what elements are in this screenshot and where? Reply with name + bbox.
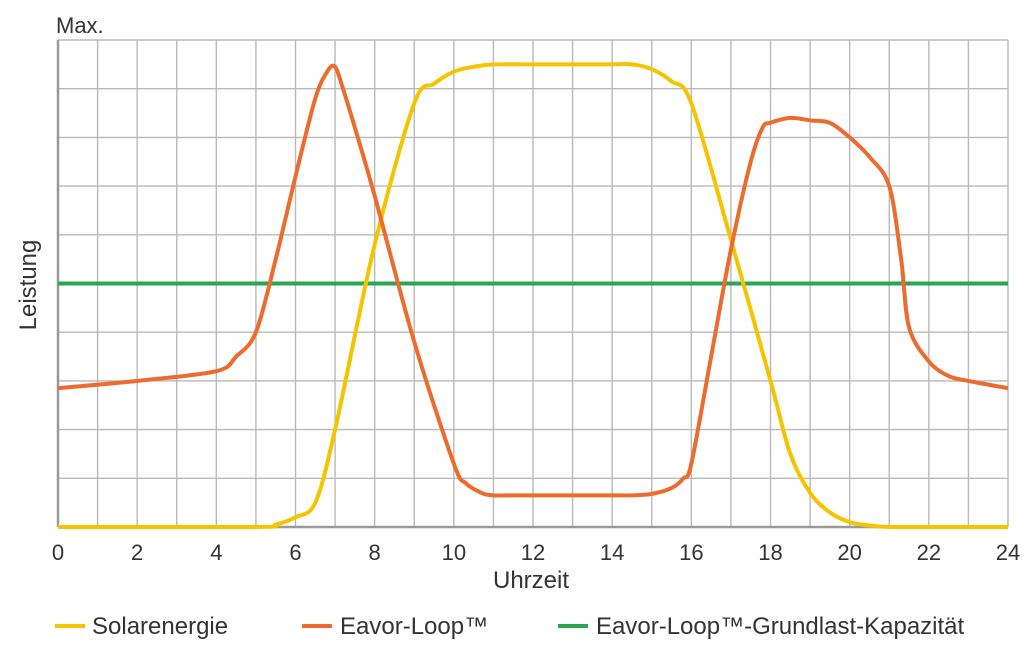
x-axis-title: Uhrzeit xyxy=(493,567,569,594)
x-tick-label: 10 xyxy=(442,540,466,565)
x-tick-labels: 0 2 4 6 8 10 12 14 16 18 20 22 24 xyxy=(52,540,1020,565)
x-tick-label: 12 xyxy=(521,540,545,565)
legend-item-eavor-loop: Eavor-Loop™ xyxy=(302,613,488,640)
x-tick-label: 24 xyxy=(996,540,1020,565)
x-tick-label: 22 xyxy=(917,540,941,565)
y-max-label: Max. xyxy=(56,13,104,38)
legend: Solarenergie Eavor-Loop™ Eavor-Loop™-Gru… xyxy=(55,613,965,640)
series-line-solarenergie xyxy=(58,62,1008,530)
x-tick-label: 8 xyxy=(369,540,381,565)
legend-item-solarenergie: Solarenergie xyxy=(55,613,228,640)
x-tick-label: 20 xyxy=(837,540,861,565)
x-tick-label: 2 xyxy=(131,540,143,565)
y-axis-title: Leistung xyxy=(15,240,42,331)
legend-item-grundlast: Eavor-Loop™-Grundlast-Kapazität xyxy=(558,613,965,640)
x-tick-label: 18 xyxy=(758,540,782,565)
x-tick-label: 4 xyxy=(210,540,222,565)
x-tick-label: 14 xyxy=(600,540,624,565)
x-tick-label: 0 xyxy=(52,540,64,565)
x-tick-label: 16 xyxy=(679,540,703,565)
series-line-eavor-loop xyxy=(57,63,1009,498)
legend-label-grundlast: Eavor-Loop™-Grundlast-Kapazität xyxy=(596,613,965,640)
series-layer xyxy=(57,62,1009,530)
legend-label-eavor-loop: Eavor-Loop™ xyxy=(340,613,488,640)
x-tick-label: 6 xyxy=(289,540,301,565)
legend-label-solarenergie: Solarenergie xyxy=(92,613,228,640)
